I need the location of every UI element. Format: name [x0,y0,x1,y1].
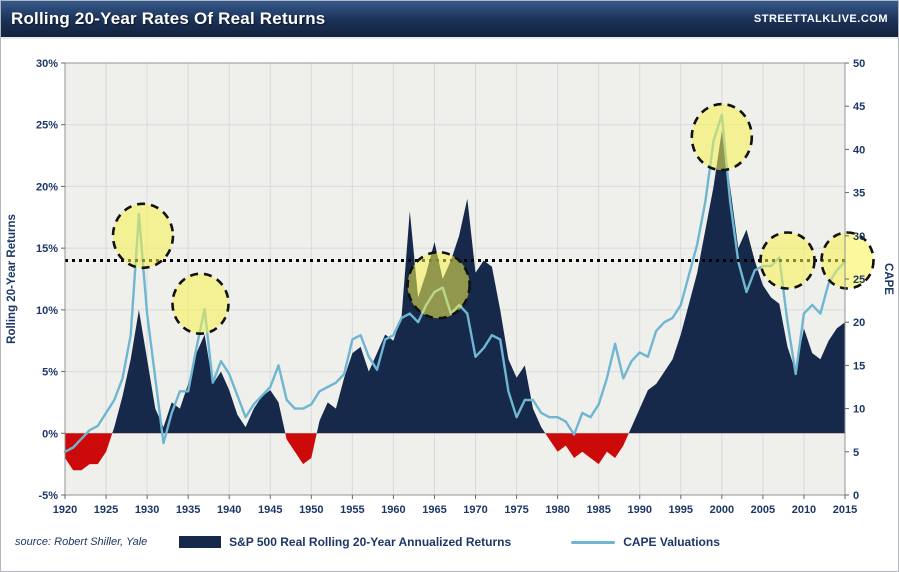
svg-text:1995: 1995 [669,504,693,516]
svg-text:30: 30 [853,231,865,243]
highlight-circle [690,102,754,172]
svg-text:15%: 15% [36,243,58,255]
svg-text:35: 35 [853,188,865,200]
svg-text:5%: 5% [42,367,58,379]
svg-text:40: 40 [853,144,865,156]
svg-text:-5%: -5% [38,490,58,502]
svg-text:2015: 2015 [833,504,857,516]
svg-text:1945: 1945 [258,504,282,516]
legend: S&P 500 Real Rolling 20-Year Annualized … [179,535,720,549]
svg-text:1925: 1925 [94,504,118,516]
legend-item-cape: CAPE Valuations [571,535,720,549]
svg-text:1935: 1935 [176,504,200,516]
title-bar: Rolling 20-Year Rates Of Real Returns ST… [1,1,898,39]
svg-text:1930: 1930 [135,504,159,516]
returns-area-swatch [179,536,222,548]
chart-area: -5% 0% 5% 10% 15% 20% 25% 30% 0 5 10 15 20 25 30 35 40 45… [1,39,898,531]
highlight-circle [171,272,230,336]
svg-text:5: 5 [853,447,859,459]
svg-text:1985: 1985 [586,504,610,516]
page-title: Rolling 20-Year Rates Of Real Returns [11,9,326,28]
svg-text:2000: 2000 [710,504,734,516]
svg-text:0: 0 [853,490,859,502]
svg-text:1980: 1980 [545,504,569,516]
svg-text:1955: 1955 [340,504,364,516]
svg-text:1920: 1920 [53,504,77,516]
svg-text:1965: 1965 [422,504,446,516]
svg-text:1960: 1960 [381,504,405,516]
svg-text:15: 15 [853,360,865,372]
svg-text:50: 50 [853,58,865,70]
svg-text:2010: 2010 [792,504,816,516]
svg-text:1970: 1970 [463,504,487,516]
svg-text:20%: 20% [36,181,58,193]
highlight-circle [820,231,875,290]
right-axis-title: CAPE [882,263,894,295]
highlight-circle [111,202,175,270]
cape-line-swatch [571,540,616,544]
svg-text:1950: 1950 [299,504,323,516]
svg-text:0%: 0% [42,428,58,440]
svg-text:1940: 1940 [217,504,241,516]
chart-svg: -5% 0% 5% 10% 15% 20% 25% 30% 0 5 10 15 20 25 30 35 40 45… [6,58,894,516]
svg-text:2005: 2005 [751,504,775,516]
svg-text:10%: 10% [36,305,58,317]
svg-text:1990: 1990 [627,504,651,516]
highlight-circle [759,231,816,290]
site-watermark: STREETTALKLIVE.COM [753,13,888,25]
svg-text:1975: 1975 [504,504,528,516]
legend-label-cape: CAPE Valuations [623,535,720,549]
svg-text:25%: 25% [36,120,58,132]
svg-text:25: 25 [853,274,865,286]
axis-tick-labels: -5% 0% 5% 10% 15% 20% 25% 30% 0 5 10 15 20 25 30 35 40 45… [36,58,865,516]
highlight-circle [406,250,471,320]
svg-text:45: 45 [853,101,865,113]
left-axis-title: Rolling 20-Year Returns [6,214,18,344]
svg-text:10: 10 [853,404,865,416]
footer-row: source: Robert Shiller, Yale S&P 500 Rea… [1,531,898,571]
source-note: source: Robert Shiller, Yale [15,536,148,548]
legend-item-returns: S&P 500 Real Rolling 20-Year Annualized … [179,535,511,549]
returns-area-positive [112,130,845,434]
legend-label-returns: S&P 500 Real Rolling 20-Year Annualized … [229,535,512,549]
svg-text:20: 20 [853,317,865,329]
svg-text:30%: 30% [36,58,58,70]
